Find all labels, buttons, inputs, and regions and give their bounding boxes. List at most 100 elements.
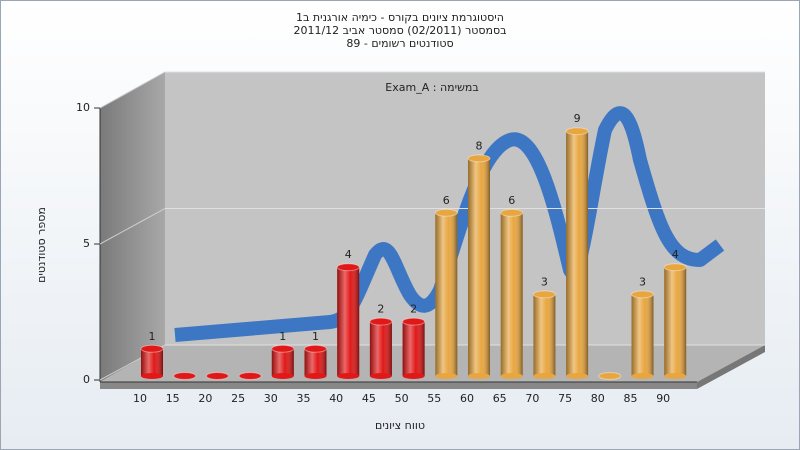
data-label: 2 <box>410 303 417 316</box>
data-label: 8 <box>476 139 483 152</box>
bar-shade <box>435 212 458 376</box>
bar-bottom <box>435 373 458 379</box>
bar-top <box>205 372 229 380</box>
x-tick-label: 80 <box>591 392 605 405</box>
bar-bottom <box>566 373 589 379</box>
bar-bottom <box>271 373 294 379</box>
bar-top <box>140 344 164 353</box>
bar-top <box>304 344 327 353</box>
title-line: היסטוגרמת ציונים בקורס - כימיה אורגנית ב… <box>296 11 504 24</box>
bar-top <box>271 344 295 353</box>
grid-line <box>99 208 166 245</box>
x-tick-label: 35 <box>297 392 311 405</box>
data-label: 2 <box>377 303 384 316</box>
bar-top <box>663 263 687 272</box>
x-tick-label: 55 <box>427 392 441 405</box>
bar <box>238 372 262 380</box>
bar-shade <box>337 267 360 376</box>
bar <box>500 208 524 379</box>
bar <box>631 290 654 379</box>
bar-shade <box>402 321 425 376</box>
bar-top <box>565 127 589 136</box>
bar-shade <box>468 158 490 376</box>
data-label: 4 <box>345 248 352 261</box>
bar-shade <box>664 267 687 376</box>
bar-top <box>598 372 622 380</box>
x-tick-label: 40 <box>329 392 343 405</box>
x-tick-label: 75 <box>558 392 572 405</box>
bar-bottom <box>631 373 654 379</box>
bar-bottom <box>304 373 327 379</box>
data-label: 9 <box>574 112 581 125</box>
floor-side <box>697 345 765 389</box>
bar <box>532 290 556 379</box>
trend-ribbon <box>174 106 725 342</box>
bar-bottom <box>468 373 490 379</box>
bar <box>565 127 589 379</box>
y-tick-label: 5 <box>83 237 90 250</box>
bar <box>663 263 687 379</box>
y-tick-label: 0 <box>83 373 90 386</box>
bar <box>140 344 164 379</box>
data-label: 1 <box>149 330 156 343</box>
bar-bottom <box>337 373 360 379</box>
x-tick-label: 10 <box>133 392 147 405</box>
bar-top <box>631 290 654 299</box>
bar <box>205 372 229 380</box>
annotation: במשימה : Exam_A <box>385 81 478 94</box>
bar-bottom <box>402 373 425 379</box>
bar-shade <box>271 348 294 376</box>
data-label: 1 <box>279 330 286 343</box>
bar-top <box>336 263 360 272</box>
x-tick-label: 20 <box>198 392 212 405</box>
data-label: 1 <box>312 330 319 343</box>
bar-top <box>467 154 491 163</box>
bar <box>271 344 295 379</box>
floor-edge <box>100 382 697 389</box>
title: היסטוגרמת ציונים בקורס - כימיה אורגנית ב… <box>293 11 506 50</box>
x-tick-label: 60 <box>460 392 474 405</box>
bar-shade <box>369 321 392 376</box>
bar-shade <box>141 348 163 376</box>
bar <box>173 372 197 380</box>
title-line: בסמסטר (02/2011) סמסטר אביב 2011/12 <box>293 24 506 37</box>
x-axis-label: טווח ציונים <box>375 419 425 432</box>
floor <box>100 345 765 382</box>
x-tick-label: 15 <box>166 392 180 405</box>
bar-bottom <box>500 373 523 379</box>
bar-shade <box>304 348 327 376</box>
bar-top <box>434 208 458 217</box>
y-axis-label: מספר סטודנטים <box>35 207 48 283</box>
bar-shade <box>566 131 589 376</box>
bar <box>336 263 360 379</box>
title-line: סטודנטים רשומים - 89 <box>346 37 453 50</box>
x-tick-label: 85 <box>624 392 638 405</box>
data-label: 3 <box>541 275 548 288</box>
x-tick-label: 45 <box>362 392 376 405</box>
data-label: 4 <box>672 248 679 261</box>
bar-bottom <box>664 373 687 379</box>
bar <box>369 317 393 379</box>
bar-top <box>238 372 262 380</box>
y-tick-label: 10 <box>76 101 90 114</box>
data-label: 3 <box>639 275 646 288</box>
bar-bottom <box>141 373 163 379</box>
bar-shade <box>500 212 523 376</box>
bar <box>467 154 491 379</box>
left-wall <box>100 72 165 382</box>
bar <box>434 208 458 379</box>
bar <box>598 372 622 380</box>
data-label: 6 <box>508 194 515 207</box>
bar-bottom <box>369 373 392 379</box>
x-tick-label: 25 <box>231 392 245 405</box>
bar-top <box>369 317 393 326</box>
bar-top <box>532 290 556 299</box>
x-tick-label: 65 <box>493 392 507 405</box>
x-tick-label: 30 <box>264 392 278 405</box>
bar-top <box>402 317 426 326</box>
x-tick-label: 70 <box>525 392 539 405</box>
x-tick-label: 90 <box>656 392 670 405</box>
bar-shade <box>533 294 556 376</box>
bar-bottom <box>533 373 556 379</box>
